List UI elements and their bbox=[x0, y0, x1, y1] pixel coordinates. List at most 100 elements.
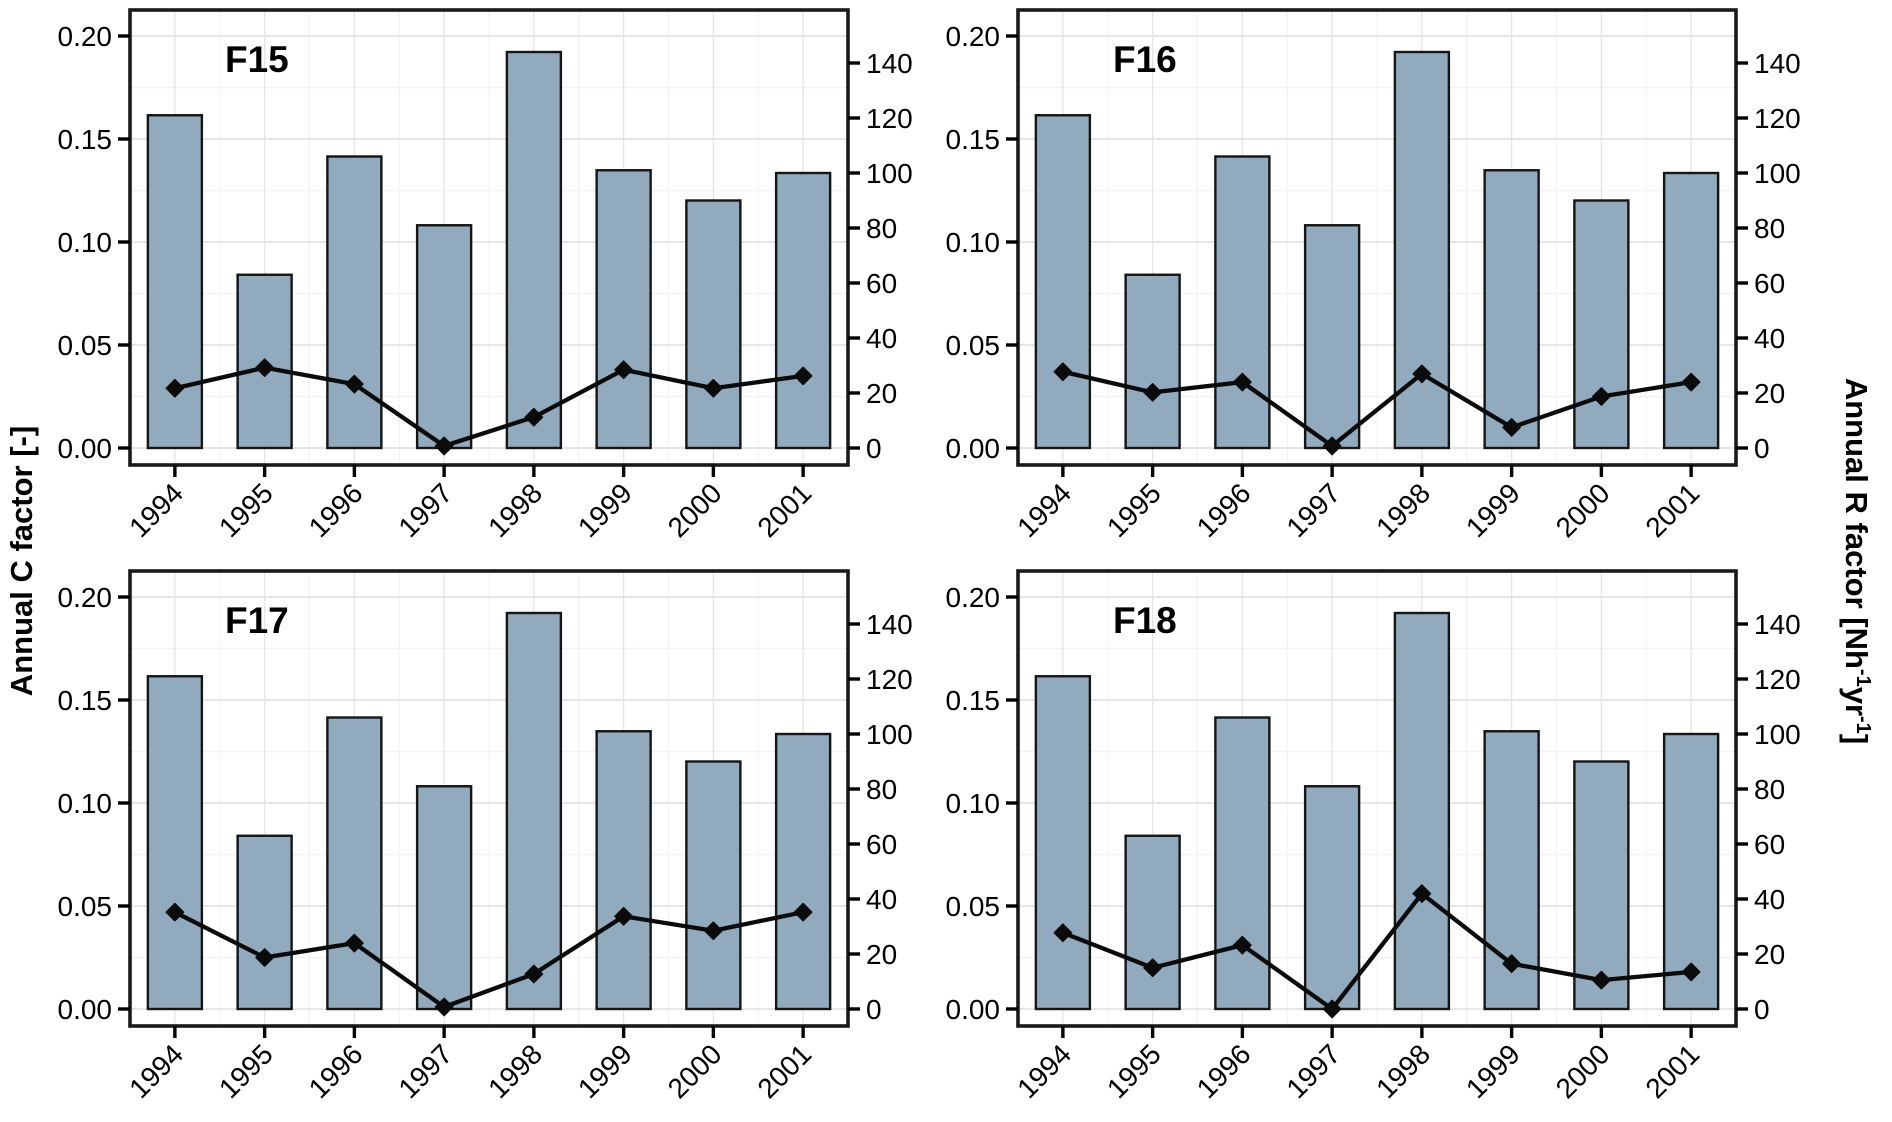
left-axis-tick-labels: 0.00 0.05 0.10 0.15 0.20 bbox=[946, 582, 1001, 1025]
bar-1994 bbox=[1034, 114, 1092, 450]
bar-1998 bbox=[1393, 611, 1451, 1011]
chart-panel-f18: 0.00 0.05 0.10 0.15 0.20 0 20 40 60 80 100 120 140 19… bbox=[933, 561, 1821, 1122]
left-axis-ticks bbox=[118, 34, 130, 450]
diamond-marker-2001 bbox=[1681, 372, 1701, 392]
chart-svg-f17: 0.000.050.100.150.2002040608010012014019… bbox=[45, 561, 933, 1122]
svg-text:0.05: 0.05 bbox=[946, 891, 1001, 922]
diamond-marker-2000 bbox=[1592, 970, 1611, 990]
chart-svg-f15: 0.000.050.100.150.2002040608010012014019… bbox=[45, 0, 933, 561]
right-axis-ticks bbox=[848, 61, 860, 450]
chart-panel-f15: 0.00 0.05 0.10 0.15 0.20 0 20 40 60 80 100 120 140 19… bbox=[45, 0, 933, 561]
svg-text:60: 60 bbox=[866, 268, 897, 299]
diamond-marker-2000 bbox=[704, 921, 723, 941]
right-axis-ticks bbox=[848, 622, 860, 1011]
left-axis-ticks bbox=[1006, 34, 1018, 450]
bar-2000 bbox=[1573, 760, 1630, 1011]
diamond-marker-2001 bbox=[793, 902, 813, 922]
svg-text:120: 120 bbox=[866, 103, 913, 134]
c-factor-line bbox=[173, 910, 804, 1010]
svg-text:80: 80 bbox=[866, 774, 897, 805]
x-axis-ticks bbox=[1061, 1026, 1693, 1038]
chart-svg-f18: 0.000.050.100.150.2002040608010012014019… bbox=[933, 561, 1821, 1122]
bar-1997 bbox=[1303, 785, 1361, 1011]
svg-text:140: 140 bbox=[1754, 609, 1801, 640]
bar-1995 bbox=[1124, 273, 1181, 450]
bar-1998 bbox=[505, 611, 563, 1011]
svg-text:0: 0 bbox=[866, 433, 882, 464]
bar-series bbox=[1034, 50, 1720, 450]
svg-text:0.20: 0.20 bbox=[946, 21, 1001, 52]
diamond-marker-2000 bbox=[704, 378, 723, 398]
left-axis-ticks bbox=[118, 595, 130, 1011]
bar-1997 bbox=[415, 224, 473, 450]
bar-1999 bbox=[1483, 169, 1540, 450]
svg-text:60: 60 bbox=[866, 829, 897, 860]
svg-text:80: 80 bbox=[1754, 213, 1785, 244]
diamond-marker-1994 bbox=[1053, 923, 1073, 943]
left-axis-ticks bbox=[1006, 595, 1018, 1011]
svg-text:0.15: 0.15 bbox=[58, 685, 113, 716]
panel-border bbox=[1016, 8, 1738, 467]
line-markers bbox=[1053, 884, 1701, 1019]
svg-text:140: 140 bbox=[866, 609, 913, 640]
svg-text:0.20: 0.20 bbox=[946, 582, 1001, 613]
diamond-marker-1994 bbox=[165, 378, 185, 398]
line-markers bbox=[1053, 362, 1701, 456]
diamond-marker-1997 bbox=[1322, 436, 1342, 456]
bar-2001 bbox=[774, 732, 832, 1011]
panel-title: F16 bbox=[1113, 39, 1177, 80]
chart-panel-f16: 0.00 0.05 0.10 0.15 0.20 0 20 40 60 80 100 120 140 19… bbox=[933, 0, 1821, 561]
svg-text:60: 60 bbox=[1754, 268, 1785, 299]
diamond-marker-2001 bbox=[793, 366, 813, 386]
bar-2000 bbox=[685, 760, 742, 1011]
diamond-marker-1999 bbox=[614, 906, 633, 926]
svg-text:20: 20 bbox=[866, 939, 897, 970]
x-axis-ticks bbox=[173, 1026, 805, 1038]
bar-2000 bbox=[685, 199, 742, 450]
svg-text:40: 40 bbox=[866, 323, 897, 354]
svg-text:0.10: 0.10 bbox=[946, 788, 1001, 819]
diamond-marker-1998 bbox=[1412, 884, 1432, 903]
panel-title: F18 bbox=[1113, 600, 1177, 641]
svg-text:0.05: 0.05 bbox=[58, 330, 113, 361]
svg-text:0.00: 0.00 bbox=[58, 994, 113, 1025]
svg-text:80: 80 bbox=[1754, 774, 1785, 805]
svg-text:20: 20 bbox=[1754, 378, 1785, 409]
svg-text:0: 0 bbox=[866, 994, 882, 1025]
chart-panel-f17: 0.00 0.05 0.10 0.15 0.20 0 20 40 60 80 100 120 140 19… bbox=[45, 561, 933, 1122]
svg-text:100: 100 bbox=[866, 719, 913, 750]
panel-border bbox=[128, 8, 850, 467]
panel-border bbox=[1016, 569, 1738, 1028]
bar-1994 bbox=[146, 675, 204, 1011]
diamond-marker-1999 bbox=[1502, 418, 1521, 437]
diamond-marker-1995 bbox=[1143, 383, 1162, 402]
left-axis-tick-labels: 0.00 0.05 0.10 0.15 0.20 bbox=[58, 21, 113, 464]
svg-text:0.10: 0.10 bbox=[946, 227, 1001, 258]
bar-2000 bbox=[1573, 199, 1630, 450]
right-axis-tick-labels: 0 20 40 60 80 100 120 140 bbox=[1754, 609, 1801, 1025]
svg-text:80: 80 bbox=[866, 213, 897, 244]
svg-text:0.15: 0.15 bbox=[946, 685, 1001, 716]
left-y-axis-title: Annual C factor [-] bbox=[4, 425, 39, 697]
svg-text:40: 40 bbox=[1754, 323, 1785, 354]
diamond-marker-1997 bbox=[434, 997, 454, 1017]
diamond-marker-1996 bbox=[1233, 372, 1252, 392]
svg-text:100: 100 bbox=[1754, 719, 1801, 750]
left-axis-tick-labels: 0.00 0.05 0.10 0.15 0.20 bbox=[58, 582, 113, 1025]
diamond-marker-1995 bbox=[255, 948, 274, 967]
svg-text:0.00: 0.00 bbox=[946, 433, 1001, 464]
svg-text:100: 100 bbox=[1754, 158, 1801, 189]
svg-text:120: 120 bbox=[1754, 103, 1801, 134]
right-axis-tick-labels: 0 20 40 60 80 100 120 140 bbox=[866, 609, 913, 1025]
svg-text:20: 20 bbox=[866, 378, 897, 409]
bar-1996 bbox=[326, 716, 383, 1011]
diamond-marker-1996 bbox=[345, 374, 364, 394]
right-axis-ticks bbox=[1736, 61, 1748, 450]
bar-1997 bbox=[415, 785, 473, 1011]
svg-text:0: 0 bbox=[1754, 433, 1770, 464]
bar-1995 bbox=[1124, 834, 1181, 1011]
diamond-marker-1996 bbox=[345, 933, 364, 953]
c-factor-line bbox=[1062, 891, 1692, 1012]
bar-1999 bbox=[595, 169, 652, 450]
bar-1998 bbox=[505, 50, 563, 450]
